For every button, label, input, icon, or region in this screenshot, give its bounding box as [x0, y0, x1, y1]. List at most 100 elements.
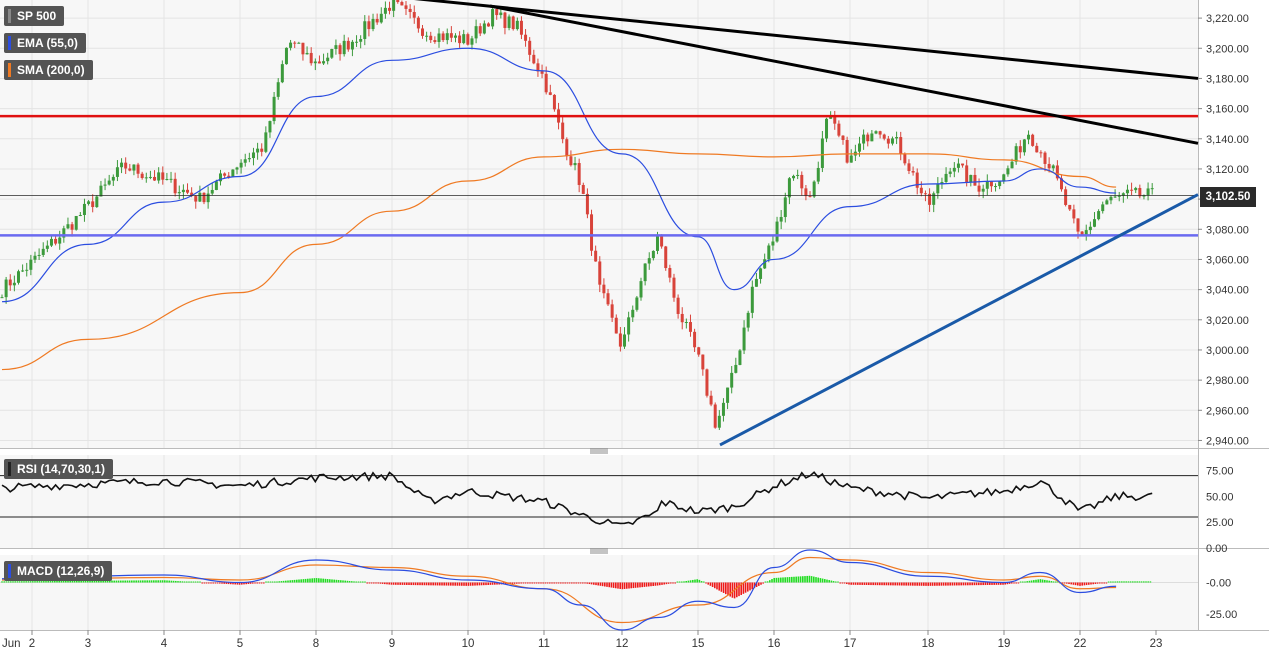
macd-hist-bar — [542, 582, 544, 584]
macd-hist-bar — [384, 582, 386, 585]
candle-body — [1039, 152, 1043, 154]
macd-hist-bar — [397, 582, 399, 585]
x-tick-label: 23 — [1150, 638, 1163, 650]
candle-body — [738, 350, 742, 365]
macd-hist-bar — [65, 580, 67, 583]
macd-hist-bar — [716, 582, 718, 590]
rsi-splitter-grip[interactable] — [590, 448, 608, 454]
macd-hist-bar — [896, 582, 899, 586]
candle-body — [623, 334, 627, 347]
candle-body — [783, 197, 787, 218]
candle-body — [470, 38, 474, 45]
macd-hist-bar — [1112, 581, 1114, 583]
candle-body — [1134, 187, 1138, 191]
macd-hist-bar — [683, 581, 685, 583]
macd-hist-bar — [549, 582, 551, 584]
macd-hist-bar — [1090, 582, 1092, 585]
macd-hist-bar — [872, 582, 874, 586]
candle-body — [396, 0, 400, 3]
macd-hist-bar — [689, 580, 692, 583]
candle-body — [895, 137, 899, 139]
candle-body — [87, 201, 91, 204]
macd-hist-bar — [278, 581, 280, 583]
macd-hist-bar — [848, 582, 850, 585]
candle-body — [919, 187, 923, 194]
macd-hist-bar — [93, 580, 96, 583]
trendline-upper-down-1 — [414, 0, 1199, 80]
macd-hist-bar — [945, 582, 947, 586]
candle-body — [536, 63, 540, 72]
macd-hist-bar — [1083, 582, 1086, 586]
candle-body — [655, 236, 659, 251]
macd-hist-bar — [824, 579, 826, 583]
candle-body — [264, 132, 268, 152]
candle-body — [857, 143, 861, 152]
macd-hist-bar — [520, 582, 522, 584]
macd-hist-bar — [593, 582, 595, 585]
candle-body — [120, 162, 124, 168]
legend-symbol[interactable]: SP 500 — [4, 6, 65, 26]
macd-hist-bar — [696, 579, 698, 583]
legend-macd[interactable]: MACD (12,26,9) — [4, 561, 113, 581]
candle-body — [165, 179, 169, 181]
grid-lines — [0, 0, 1198, 630]
macd-hist-bar — [320, 578, 322, 583]
legend-ema[interactable]: EMA (55,0) — [4, 33, 86, 53]
candle-body — [297, 42, 301, 44]
candle-body — [404, 5, 408, 9]
candle-body — [99, 185, 103, 197]
macd-hist-bar — [599, 582, 602, 586]
macd-hist-bar — [793, 576, 795, 583]
macd-hist-bar — [172, 580, 175, 583]
macd-hist-bar — [346, 580, 349, 583]
candle-body — [231, 169, 235, 178]
last-price-label: 3,102.50 — [1200, 187, 1256, 207]
price-tick-label: 3,000.00 — [1206, 345, 1249, 357]
macd-hist-bar — [423, 582, 426, 586]
macd-hist-bar — [166, 580, 168, 583]
macd-hist-bar — [60, 580, 63, 583]
macd-hist-bar — [181, 581, 184, 583]
macd-hist-bar — [307, 578, 309, 583]
candle-body — [936, 184, 940, 194]
macd-hist-bar — [274, 581, 276, 583]
candle-body — [416, 17, 420, 29]
macd-splitter-grip[interactable] — [590, 548, 608, 554]
macd-hist-bar — [238, 582, 241, 585]
macd-hist-bar — [386, 582, 388, 585]
candle-body — [721, 402, 725, 416]
candle-body — [499, 12, 503, 16]
candle-body — [251, 152, 255, 159]
candle-body — [647, 258, 651, 264]
macd-hist-bar — [375, 582, 377, 584]
candle-body — [590, 214, 594, 251]
macd-hist-bar — [608, 582, 610, 588]
candle-body — [907, 163, 911, 171]
candle-body — [37, 254, 41, 256]
legend-rsi[interactable]: RSI (14,70,30,1) — [4, 459, 114, 479]
candle-body — [825, 118, 829, 139]
candle-body — [1002, 174, 1006, 182]
legend-sma[interactable]: SMA (200,0) — [4, 60, 93, 80]
macd-hist-bar — [898, 582, 901, 586]
macd-hist-bar — [102, 580, 104, 583]
candle-body — [899, 137, 903, 154]
macd-hist-bar — [964, 582, 967, 586]
macd-hist-bar — [485, 582, 487, 586]
macd-hist-bar — [117, 580, 120, 583]
candle-body — [932, 193, 936, 205]
macd-hist-bar — [980, 582, 982, 586]
macd-hist-bar — [832, 581, 835, 583]
macd-hist-bar — [852, 582, 855, 585]
candle-body — [276, 82, 280, 97]
macd-hist-bar — [148, 580, 151, 583]
macd-hist-bar — [619, 582, 621, 589]
macd-hist-bar — [333, 579, 335, 583]
candle-body — [915, 172, 919, 188]
macd-hist-bar — [846, 582, 848, 585]
candle-body — [792, 175, 796, 179]
macd-hist-bar — [205, 582, 208, 584]
candle-body — [462, 34, 466, 44]
macd-hist-bar — [78, 580, 80, 583]
